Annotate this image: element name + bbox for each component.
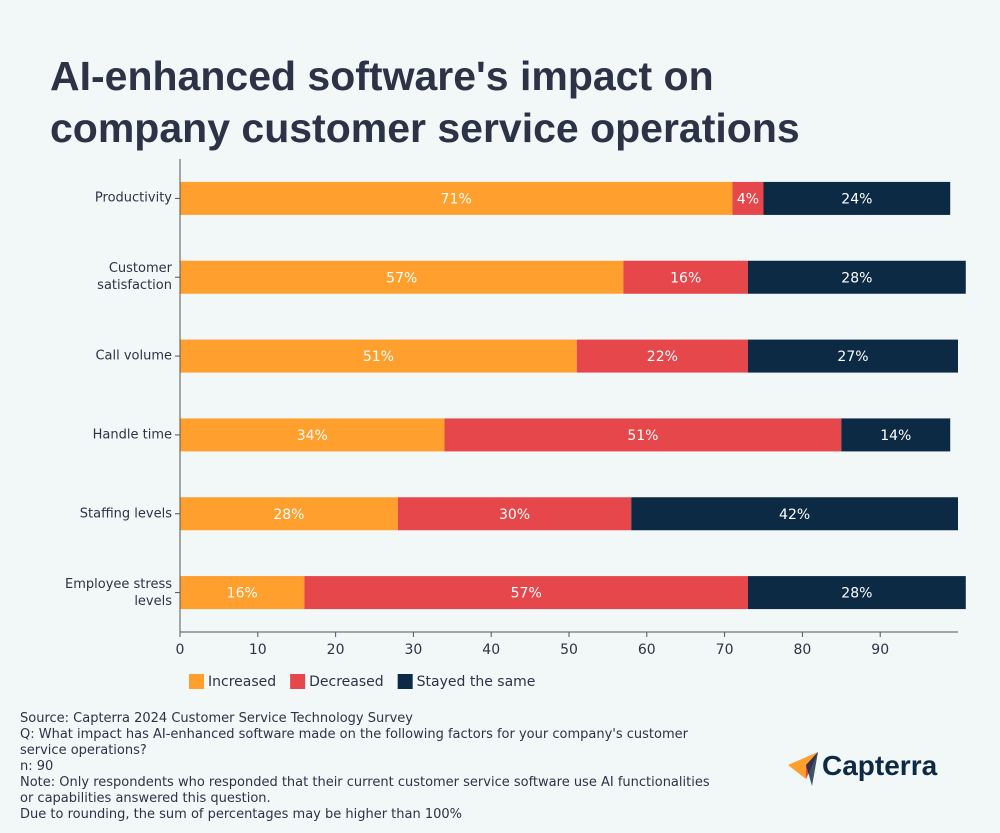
x-tick-label: 70 xyxy=(716,642,734,658)
value-label: 16% xyxy=(227,586,258,602)
x-tick-label: 80 xyxy=(793,642,811,658)
bar-segment xyxy=(747,260,966,294)
logo-icon xyxy=(788,752,818,786)
category-label: Handle time xyxy=(92,427,172,443)
value-label: 51% xyxy=(627,428,658,444)
value-label: 57% xyxy=(511,586,542,602)
legend-label: Increased xyxy=(208,674,276,690)
value-label: 24% xyxy=(841,191,872,207)
bar-segment xyxy=(623,260,748,294)
bar-segment xyxy=(631,497,958,531)
note-line: Q: What impact has AI-enhanced software … xyxy=(20,727,688,758)
legend-label: Stayed the same xyxy=(417,674,536,690)
legend-swatch xyxy=(189,674,204,689)
value-label: 71% xyxy=(441,191,472,207)
value-label: 14% xyxy=(880,428,911,444)
category-label: Staffing levels xyxy=(79,506,172,522)
bar-segment xyxy=(444,418,842,452)
legend-label: Decreased xyxy=(309,674,384,690)
x-tick-label: 50 xyxy=(560,642,578,658)
bar-segment xyxy=(180,418,445,452)
note-line: n: 90 xyxy=(20,759,54,774)
value-label: 4% xyxy=(737,191,759,207)
x-tick-label: 40 xyxy=(482,642,500,658)
value-label: 42% xyxy=(779,507,810,523)
value-label: 57% xyxy=(386,270,417,286)
category-label: Call volume xyxy=(95,348,172,364)
bar-segment xyxy=(180,260,624,294)
x-tick-label: 30 xyxy=(404,642,422,658)
legend-swatch xyxy=(290,674,306,689)
x-tick-label: 20 xyxy=(327,642,345,658)
category-label: Productivity xyxy=(94,190,172,206)
note-line: Note: Only respondents who responded tha… xyxy=(20,775,710,806)
bar-segment xyxy=(763,181,951,215)
chart-title: AI-enhanced software's impact on company… xyxy=(50,53,800,151)
category-label: Employee stress levels xyxy=(65,576,172,609)
note-line: Due to rounding, the sum of percentages … xyxy=(20,807,463,822)
bar-segment xyxy=(180,181,733,215)
value-label: 28% xyxy=(841,586,872,602)
bar-segment xyxy=(576,339,748,373)
bar-segment xyxy=(180,497,398,531)
x-tick-label: 90 xyxy=(871,642,889,658)
bar-segment xyxy=(747,576,966,610)
value-label: 22% xyxy=(647,349,678,365)
bar-segment xyxy=(841,418,951,452)
value-label: 28% xyxy=(841,270,872,286)
category-label: Customer satisfaction xyxy=(97,261,172,294)
bar-segment xyxy=(180,339,577,373)
bar-segment xyxy=(732,181,764,215)
legend-swatch xyxy=(397,674,413,689)
value-label: 30% xyxy=(499,507,530,523)
bar-segment xyxy=(180,576,305,610)
value-label: 51% xyxy=(363,349,394,365)
x-tick-label: 0 xyxy=(176,642,185,658)
notes: Source: Capterra 2024 Customer Service T… xyxy=(20,711,720,823)
value-label: 27% xyxy=(837,349,868,365)
bar-segment xyxy=(304,576,748,610)
value-label: 34% xyxy=(297,428,328,444)
value-label: 16% xyxy=(670,270,701,286)
bar-segment xyxy=(747,339,958,373)
x-tick-label: 60 xyxy=(638,642,656,658)
brand: Capterra xyxy=(822,750,938,781)
value-label: 28% xyxy=(273,507,304,523)
x-tick-label: 10 xyxy=(249,642,267,658)
note-line: Source: Capterra 2024 Customer Service T… xyxy=(20,711,413,726)
bar-segment xyxy=(397,497,632,531)
